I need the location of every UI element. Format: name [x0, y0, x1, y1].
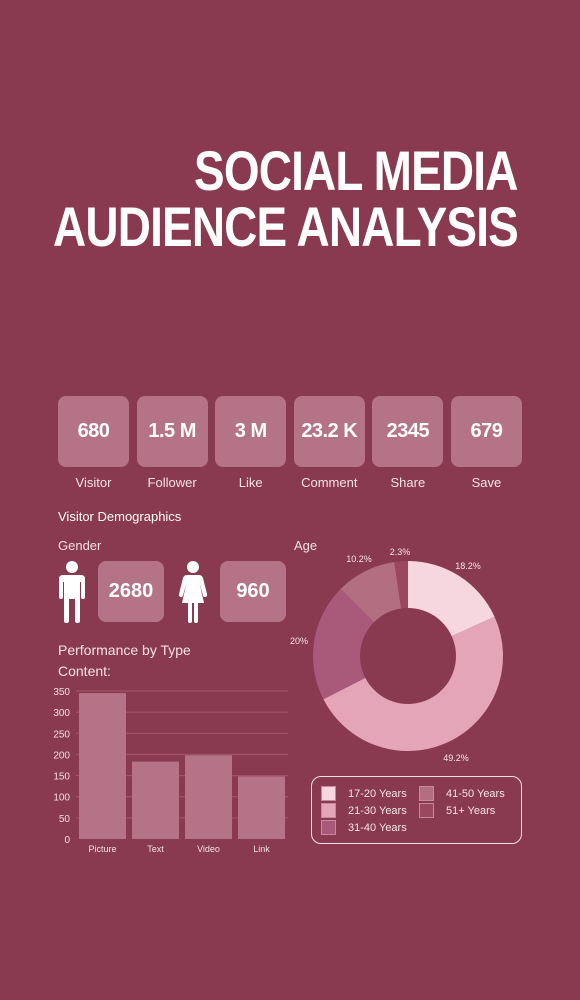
- stat-label: Save: [471, 475, 502, 490]
- y-tick-label: 100: [53, 793, 70, 804]
- stat-label: Follower: [147, 475, 197, 490]
- slice-label: 10.2%: [346, 554, 372, 564]
- y-tick-label: 200: [53, 750, 70, 761]
- y-tick-label: 250: [53, 729, 70, 740]
- legend-label: 41-50 Years: [446, 787, 505, 800]
- bar-picture: [79, 693, 126, 839]
- performance-bar-chart: 0 50 100 150 200 250 300 350 Picture Text Video Lin…: [53, 687, 288, 854]
- stat-label: Comment: [301, 475, 358, 490]
- slice-2: [313, 588, 375, 700]
- stat-comment: 23.2 K Comment: [293, 396, 365, 490]
- bar-video: [185, 755, 232, 839]
- slice-1: [323, 616, 504, 752]
- slice-label: 2.3%: [390, 547, 411, 557]
- stat-value: 1.5 M: [136, 396, 208, 467]
- legend-item-17-20: 17-20 Years: [321, 786, 407, 801]
- y-tick-label: 0: [64, 835, 70, 846]
- y-tick-label: 300: [53, 708, 70, 719]
- performance-title: Performance by Type Content:: [58, 640, 191, 682]
- x-tick-label: Link: [253, 844, 270, 854]
- legend-item-31-40: 31-40 Years: [321, 820, 407, 835]
- slice-label: 49.2%: [443, 753, 469, 763]
- page-title-line-1: SOCIAL MEDIA: [194, 139, 518, 202]
- slice-label: 18.2%: [455, 561, 481, 571]
- stat-share: 2345 Share: [372, 396, 444, 490]
- legend-swatch: [419, 786, 434, 801]
- stat-label: Share: [390, 475, 426, 490]
- stat-value: 3 M: [215, 396, 287, 467]
- bar-text: [132, 761, 179, 839]
- age-legend: 17-20 Years 21-30 Years 31-40 Years 41-5…: [311, 776, 522, 844]
- legend-label: 51+ Years: [446, 804, 496, 817]
- gender-label: Gender: [58, 538, 102, 553]
- female-count: 960: [220, 561, 286, 622]
- legend-label: 17-20 Years: [348, 787, 407, 800]
- legend-label: 31-40 Years: [348, 821, 407, 834]
- bar-link: [238, 776, 285, 839]
- age-donut-chart: 18.2% 49.2% 20% 10.2% 2.3%: [290, 547, 504, 763]
- y-tick-label: 50: [59, 814, 71, 825]
- slice-3: [340, 561, 402, 623]
- x-tick-label: Text: [147, 844, 164, 854]
- stat-value: 679: [450, 396, 522, 467]
- stat-label: Like: [238, 475, 263, 490]
- age-label: Age: [294, 538, 318, 553]
- x-tick-label: Video: [197, 844, 220, 854]
- x-tick-label: Picture: [88, 844, 116, 854]
- male-count: 2680: [98, 561, 164, 622]
- legend-item-41-50: 41-50 Years: [419, 786, 505, 801]
- slice-label: 20%: [290, 636, 308, 646]
- legend-swatch: [321, 820, 336, 835]
- y-tick-label: 350: [53, 687, 70, 698]
- female-person-icon: [178, 561, 208, 623]
- performance-title-line-2: Content:: [58, 663, 111, 679]
- y-tick-label: 150: [53, 772, 70, 783]
- slice-0: [408, 561, 495, 637]
- performance-title-line-1: Performance by Type: [58, 642, 191, 658]
- stat-value: 680: [58, 396, 129, 467]
- stat-visitor: 680 Visitor: [58, 396, 129, 490]
- demographics-title: Visitor Demographics: [58, 509, 182, 524]
- page-title-line-2: AUDIENCE ANALYSIS: [53, 195, 519, 258]
- legend-swatch: [419, 803, 434, 818]
- legend-item-51-plus: 51+ Years: [419, 803, 495, 818]
- stat-follower: 1.5 M Follower: [136, 396, 208, 490]
- stat-value: 23.2 K: [293, 396, 365, 467]
- stat-like: 3 M Like: [215, 396, 287, 490]
- legend-item-21-30: 21-30 Years: [321, 803, 407, 818]
- stats-row: 680 Visitor 1.5 M Follower 3 M Like 23.2…: [58, 396, 522, 490]
- stat-value: 2345: [372, 396, 444, 467]
- legend-swatch: [321, 786, 336, 801]
- legend-label: 21-30 Years: [348, 804, 407, 817]
- stat-save: 679 Save: [450, 396, 522, 490]
- male-person-icon: [59, 561, 85, 623]
- legend-swatch: [321, 803, 336, 818]
- stat-label: Visitor: [75, 475, 112, 490]
- slice-4: [394, 561, 408, 609]
